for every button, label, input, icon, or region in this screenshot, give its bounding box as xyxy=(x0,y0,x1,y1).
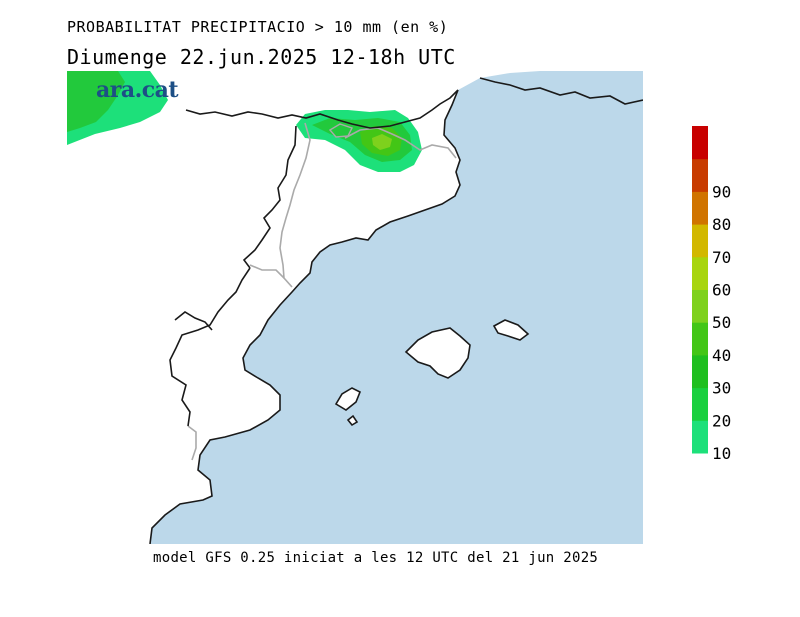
legend-swatch-7 xyxy=(692,191,708,225)
island-menorca xyxy=(492,319,530,341)
precip-area-nw-20 xyxy=(67,71,125,132)
brand-logo: ara.cat xyxy=(96,77,179,103)
legend-swatch-6 xyxy=(692,224,708,258)
border-france-north xyxy=(479,77,643,105)
legend-label-90: 90 xyxy=(712,182,731,201)
admin-border-murcia xyxy=(187,425,197,461)
legend-swatch-3 xyxy=(692,322,708,356)
legend-label-60: 60 xyxy=(712,281,731,300)
island-mallorca xyxy=(404,327,471,379)
map-subtitle: Diumenge 22.jun.2025 12-18h UTC xyxy=(67,45,456,69)
legend-label-40: 40 xyxy=(712,346,731,365)
legend-label-20: 20 xyxy=(712,411,731,430)
legend-swatch-2 xyxy=(692,354,708,389)
border-france xyxy=(185,89,459,129)
admin-border-valencia xyxy=(249,264,285,279)
legend-label-50: 50 xyxy=(712,313,731,332)
legend-swatch-4 xyxy=(692,289,708,323)
precip-area-pyrenees-50 xyxy=(372,134,392,150)
legend-swatch-8 xyxy=(692,158,708,192)
legend-swatch-9 xyxy=(692,126,708,160)
admin-border-aragon-catalonia xyxy=(279,122,311,288)
sea-area xyxy=(150,71,643,544)
admin-border-france-spain xyxy=(344,127,457,159)
legend-swatch-5 xyxy=(692,256,708,290)
legend-label-30: 30 xyxy=(712,379,731,398)
legend-label-80: 80 xyxy=(712,215,731,234)
coastline-mainland xyxy=(149,89,461,544)
map-title: PROBABILITAT PRECIPITACIO > 10 mm (en %) xyxy=(67,18,449,36)
legend-swatch-1 xyxy=(692,387,708,421)
island-formentera xyxy=(346,414,359,427)
legend-label-10: 10 xyxy=(712,444,731,463)
border-valencia-castilla xyxy=(169,267,251,427)
legend-swatch-0 xyxy=(692,420,708,454)
border-cuenca-notch xyxy=(174,311,213,331)
model-info: model GFS 0.25 iniciat a les 12 UTC del … xyxy=(153,550,599,566)
legend-label-70: 70 xyxy=(712,248,731,267)
border-aragon-catalonia-west xyxy=(242,125,297,269)
admin-border-andorra xyxy=(328,123,353,138)
island-ibiza xyxy=(334,387,362,411)
